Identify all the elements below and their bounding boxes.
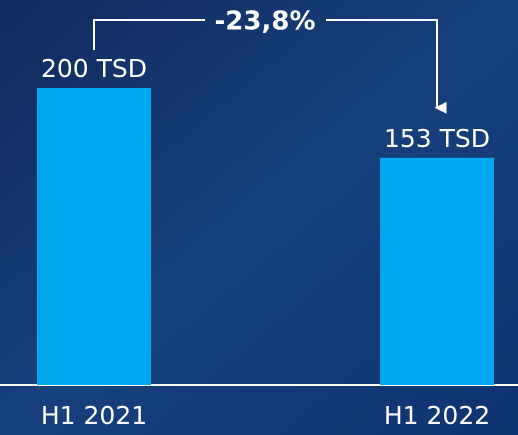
x-tick-label: H1 2021 xyxy=(41,401,147,430)
x-tick-label: H1 2022 xyxy=(384,401,490,430)
arrow xyxy=(326,19,447,114)
bar xyxy=(380,157,494,385)
value-label: 153 TSD xyxy=(384,124,490,153)
annotation: -23,8% xyxy=(215,7,316,37)
connector xyxy=(93,19,205,50)
bar xyxy=(37,88,151,385)
value-label: 200 TSD xyxy=(41,54,147,83)
